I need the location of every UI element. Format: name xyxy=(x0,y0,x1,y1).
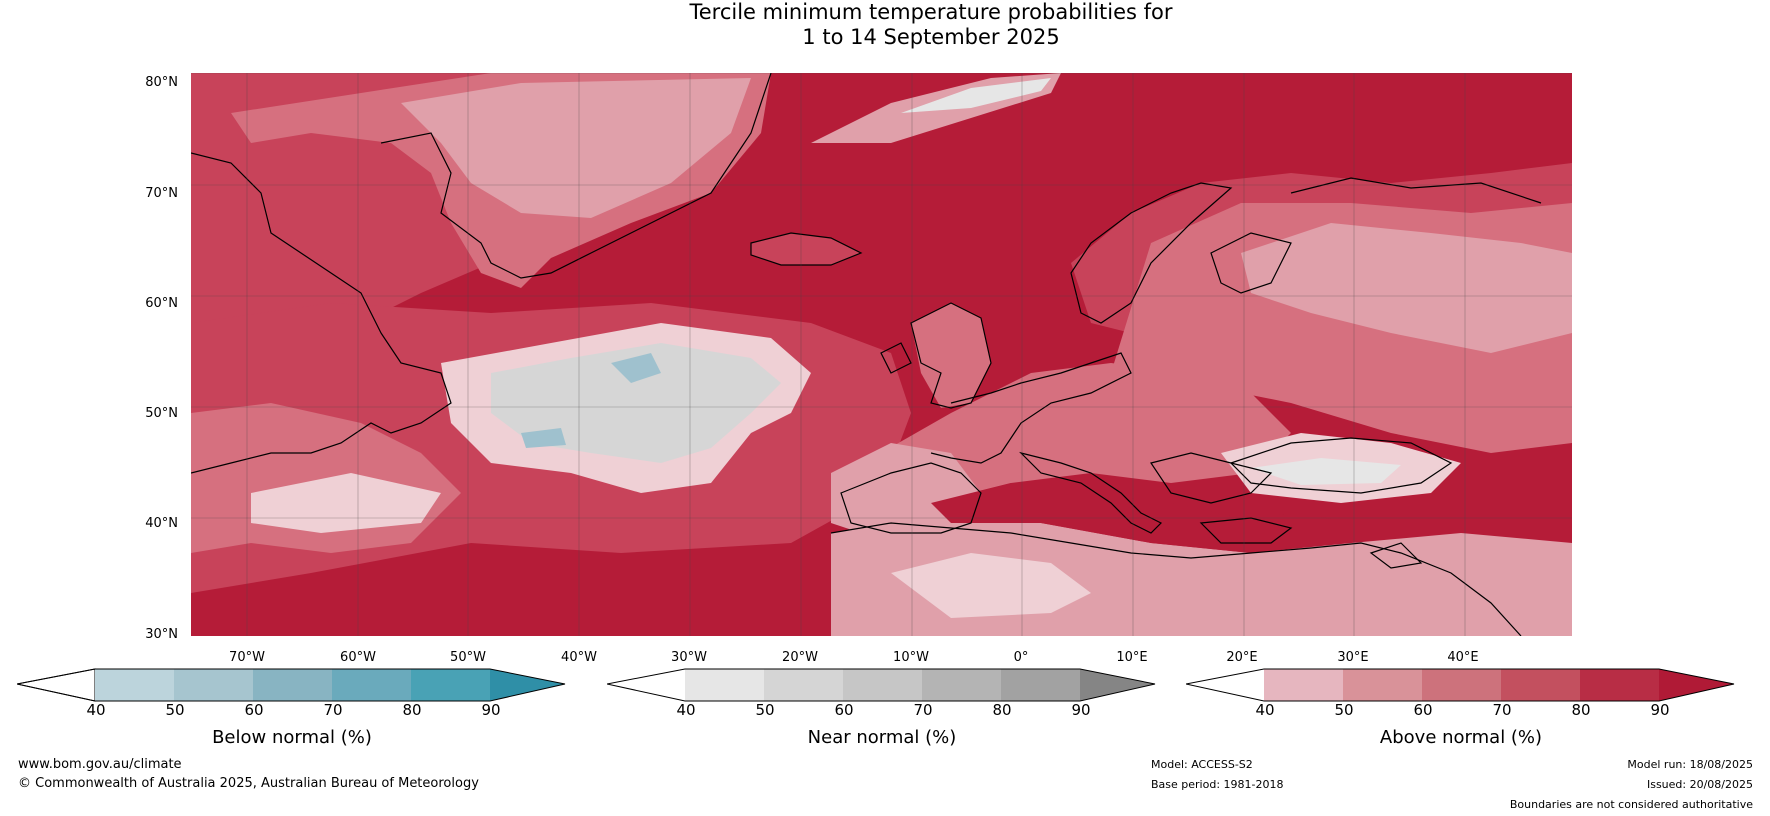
title-line-2: 1 to 14 September 2025 xyxy=(802,25,1060,49)
colorbar-below-swatch-2 xyxy=(174,669,253,701)
lon-label-20w: 20°W xyxy=(782,650,818,665)
colorbar-near-swatch-2 xyxy=(764,669,843,701)
colorbar-above-swatch-2 xyxy=(1343,669,1422,701)
colorbar-near-swatch-4 xyxy=(922,669,1001,701)
below-normal-spot-2 xyxy=(521,428,566,448)
colorbar-above-swatch-5 xyxy=(1580,669,1659,701)
colorbar-above-tick-40: 40 xyxy=(1255,701,1275,719)
lon-label-0: 0° xyxy=(1013,650,1029,665)
below-normal-spot-1 xyxy=(611,353,661,383)
lat-label-50n: 50°N xyxy=(145,406,178,421)
lat-label-60n: 60°N xyxy=(145,296,178,311)
probability-map xyxy=(191,73,1572,636)
colorbar-near-outline xyxy=(607,668,1156,702)
map-title: Tercile minimum temperature probabilitie… xyxy=(0,0,1770,50)
iceland-area xyxy=(751,233,861,265)
lon-label-30e: 30°E xyxy=(1337,650,1369,665)
russia-lighter xyxy=(1241,223,1572,353)
lat-label-30n: 30°N xyxy=(145,627,178,642)
colorbar-near-title: Near normal (%) xyxy=(807,727,957,748)
colorbar-above-max-arrow xyxy=(1659,669,1734,701)
graticule xyxy=(191,73,1572,636)
lon-label-60w: 60°W xyxy=(340,650,376,665)
lon-label-20e: 20°E xyxy=(1226,650,1258,665)
colorbar-below-min-arrow xyxy=(17,668,96,702)
colorbar-above-swatch-3 xyxy=(1422,669,1501,701)
title-line-1: Tercile minimum temperature probabilitie… xyxy=(689,0,1173,24)
colorbar-below-tick-50: 50 xyxy=(165,701,185,719)
footer-website-link[interactable]: www.bom.gov.au/climate xyxy=(18,757,182,772)
colorbar-below-title: Below normal (%) xyxy=(212,727,372,748)
lon-label-40w: 40°W xyxy=(561,650,597,665)
colorbar-near-max-arrow xyxy=(1080,669,1155,701)
footer-base-period: Base period: 1981-2018 xyxy=(1151,778,1284,791)
colorbar-near xyxy=(607,668,1156,702)
colorbar-below-swatch-3 xyxy=(253,669,332,701)
colorbar-above-title: Above normal (%) xyxy=(1379,727,1543,748)
footer-issued: Issued: 20/08/2025 xyxy=(1646,778,1753,791)
colorbar-above-min-arrow xyxy=(1186,669,1264,701)
colorbar-above-tick-90: 90 xyxy=(1650,701,1670,719)
colorbar-above-outline xyxy=(1186,668,1735,702)
colorbar-near-tick-40: 40 xyxy=(676,701,696,719)
lon-label-30w: 30°W xyxy=(671,650,707,665)
colorbar-below-tick-60: 60 xyxy=(244,701,264,719)
footer-model-run: Model run: 18/08/2025 xyxy=(1627,758,1753,771)
near-normal-core xyxy=(491,343,781,463)
colorbar-near-swatch-5 xyxy=(1001,669,1080,701)
colorbar-above-swatch-4 xyxy=(1501,669,1580,701)
colorbar-near-tick-90: 90 xyxy=(1071,701,1091,719)
colorbar-near-tick-80: 80 xyxy=(992,701,1012,719)
greenland-interior xyxy=(401,78,751,218)
colorbar-below-tick-80: 80 xyxy=(402,701,422,719)
colorbar-near-tick-60: 60 xyxy=(834,701,854,719)
lon-label-50w: 50°W xyxy=(450,650,486,665)
colorbar-near-swatch-3 xyxy=(843,669,922,701)
colorbar-below-tick-40: 40 xyxy=(86,701,106,719)
lon-label-10w: 10°W xyxy=(893,650,929,665)
colorbar-near-min-arrow xyxy=(607,669,685,701)
colorbar-above-swatch-1 xyxy=(1264,669,1343,701)
map-panel[interactable] xyxy=(191,73,1572,636)
lon-label-70w: 70°W xyxy=(229,650,265,665)
colorbar-near-tick-70: 70 xyxy=(913,701,933,719)
footer-model: Model: ACCESS-S2 xyxy=(1151,758,1253,771)
colorbar-below-swatch-1 xyxy=(95,669,174,701)
coastlines xyxy=(191,73,1542,636)
colorbar-above-tick-70: 70 xyxy=(1492,701,1512,719)
colorbar-below-tick-70: 70 xyxy=(323,701,343,719)
lon-label-40e: 40°E xyxy=(1447,650,1479,665)
colorbar-near-tick-50: 50 xyxy=(755,701,775,719)
arctic-near-core xyxy=(901,78,1051,113)
western-europe-area xyxy=(881,363,1291,503)
colorbar-above-tick-50: 50 xyxy=(1334,701,1354,719)
black-sea-core xyxy=(1251,458,1401,485)
colorbar-above xyxy=(1186,668,1735,702)
lat-label-40n: 40°N xyxy=(145,516,178,531)
colorbar-below-swatch-5 xyxy=(411,669,490,701)
footer-copyright: © Commonwealth of Australia 2025, Austra… xyxy=(18,776,479,791)
lon-label-10e: 10°E xyxy=(1116,650,1148,665)
footer-disclaimer: Boundaries are not considered authoritat… xyxy=(1509,798,1753,811)
colorbar-above-tick-80: 80 xyxy=(1571,701,1591,719)
colorbar-below xyxy=(17,668,566,702)
lat-label-80n: 80°N xyxy=(145,75,178,90)
colorbar-below-max-arrow xyxy=(490,669,565,701)
colorbar-near-swatch-1 xyxy=(685,669,764,701)
british-isles-area xyxy=(911,303,991,408)
north-africa-near-normal xyxy=(891,553,1091,618)
colorbar-above-tick-60: 60 xyxy=(1413,701,1433,719)
colorbar-below-swatch-4 xyxy=(332,669,411,701)
lat-label-70n: 70°N xyxy=(145,186,178,201)
colorbar-below-tick-90: 90 xyxy=(481,701,501,719)
colorbar-below-outline xyxy=(17,668,566,702)
